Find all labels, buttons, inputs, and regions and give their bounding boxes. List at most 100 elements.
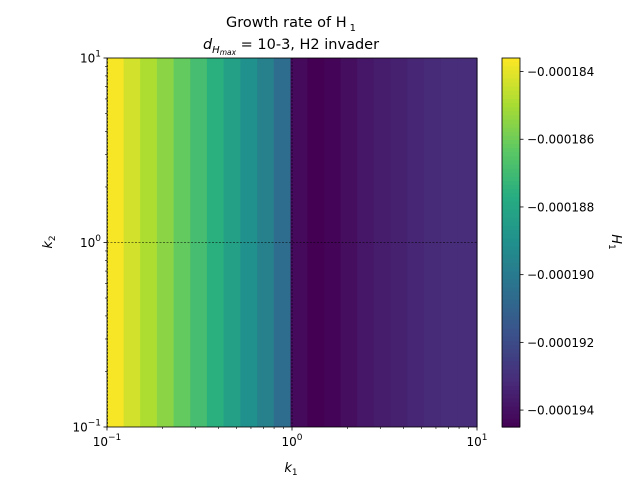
colorbar-segment: [502, 209, 520, 215]
colorbar-segment: [502, 324, 520, 330]
colorbar-segment: [502, 226, 520, 231]
colorbar-tick-label: −0.000192: [527, 336, 594, 350]
colorbar-segment: [502, 238, 520, 244]
colorbar-segment: [502, 58, 520, 63]
colorbar-segment: [502, 135, 520, 141]
colorbar-segment: [502, 369, 520, 375]
y-axis-ticks: 10−1 100 101: [72, 50, 107, 435]
colorbar-segment: [502, 271, 520, 276]
colorbar-segment: [502, 156, 520, 162]
colorbar-segment: [502, 164, 520, 170]
heatmap-cells: [107, 58, 478, 427]
heatmap-column: [156, 58, 175, 427]
colorbar-tick-label: −0.000186: [527, 133, 594, 147]
colorbar-segment: [502, 336, 520, 342]
colorbar-tick-label: −0.000188: [527, 200, 594, 214]
colorbar-segment: [502, 99, 520, 104]
colorbar-segment: [502, 144, 520, 149]
reference-lines: [107, 58, 477, 427]
colorbar-segment: [502, 74, 520, 80]
colorbar-segment: [502, 90, 520, 96]
colorbar-segment: [502, 213, 520, 219]
colorbar-segment: [502, 381, 520, 387]
x-tick-label: 10−1: [93, 433, 122, 449]
colorbar-segment: [502, 197, 520, 203]
colorbar-segment: [502, 377, 520, 383]
y-tick-label: 10−1: [72, 419, 101, 435]
colorbar-segment: [502, 86, 520, 92]
colorbar-segment: [502, 160, 520, 166]
colorbar-segment: [502, 345, 520, 350]
colorbar-segment: [502, 291, 520, 297]
colorbar-ticks: −0.000184 −0.000186 −0.000188 −0.000190 −0.0…: [520, 65, 594, 418]
colorbar-segment: [502, 349, 520, 354]
colorbar-segment: [502, 66, 520, 71]
colorbar-segment: [502, 312, 520, 317]
colorbar-segment: [502, 115, 520, 121]
colorbar-segment: [502, 299, 520, 305]
heatmap-column: [240, 58, 258, 427]
colorbar-segment: [502, 422, 520, 428]
heatmap-column: [440, 58, 459, 427]
colorbar-segment: [502, 263, 520, 268]
colorbar-segment: [502, 410, 520, 416]
colorbar-segment: [502, 246, 520, 252]
colorbar-segment: [502, 418, 520, 424]
colorbar-segment: [502, 361, 520, 367]
heatmap-column: [357, 58, 375, 427]
colorbar-segment: [502, 328, 520, 334]
x-tick-label: 100: [281, 433, 302, 449]
colorbar-segment: [502, 402, 520, 408]
colorbar-segment: [502, 316, 520, 321]
colorbar-segment: [502, 373, 520, 379]
colorbar-segment: [502, 189, 520, 194]
colorbar-segment: [502, 127, 520, 133]
colorbar-segment: [502, 152, 520, 157]
y-axis-label: k2: [41, 235, 58, 248]
y-tick-label: 100: [80, 234, 101, 250]
colorbar-segment: [502, 123, 520, 129]
colorbar-segment: [502, 181, 520, 186]
colorbar-tick-label: −0.000184: [527, 65, 594, 79]
colorbar: [502, 58, 520, 428]
colorbar-segment: [502, 131, 520, 137]
colorbar-segment: [502, 119, 520, 125]
colorbar-segment: [502, 287, 520, 293]
colorbar-segment: [502, 148, 520, 153]
colorbar-segment: [502, 205, 520, 211]
colorbar-segment: [502, 414, 520, 420]
colorbar-segment: [502, 357, 520, 362]
colorbar-segment: [502, 398, 520, 403]
colorbar-segment: [502, 365, 520, 371]
colorbar-segment: [502, 78, 520, 84]
colorbar-segment: [502, 308, 520, 313]
colorbar-frame: [501, 57, 521, 428]
colorbar-segment: [502, 193, 520, 198]
colorbar-segment: [502, 320, 520, 326]
colorbar-segment: [502, 275, 520, 280]
colorbar-segment: [502, 386, 520, 391]
x-tick-label: 101: [466, 433, 487, 449]
colorbar-segment: [502, 353, 520, 358]
colorbar-segment: [502, 172, 520, 178]
x-axis-label: k1: [284, 461, 297, 478]
colorbar-segment: [502, 283, 520, 289]
colorbar-segment: [502, 230, 520, 235]
colorbar-segment: [502, 185, 520, 190]
colorbar-segment: [502, 254, 520, 260]
colorbar-segment: [502, 176, 520, 182]
colorbar-label: H1: [606, 234, 623, 250]
heatmap-column: [373, 58, 392, 427]
colorbar-segment: [502, 140, 520, 145]
colorbar-segment: [502, 258, 520, 264]
colorbar-segment: [502, 295, 520, 301]
colorbar-segment: [502, 242, 520, 248]
x-axis-ticks: 10−1 100 101: [93, 427, 488, 449]
colorbar-segment: [502, 390, 520, 395]
colorbar-segment: [502, 279, 520, 285]
colorbar-segment: [502, 234, 520, 239]
colorbar-segment: [502, 394, 520, 399]
colorbar-segment: [502, 201, 520, 207]
heatmap-column: [223, 58, 241, 427]
